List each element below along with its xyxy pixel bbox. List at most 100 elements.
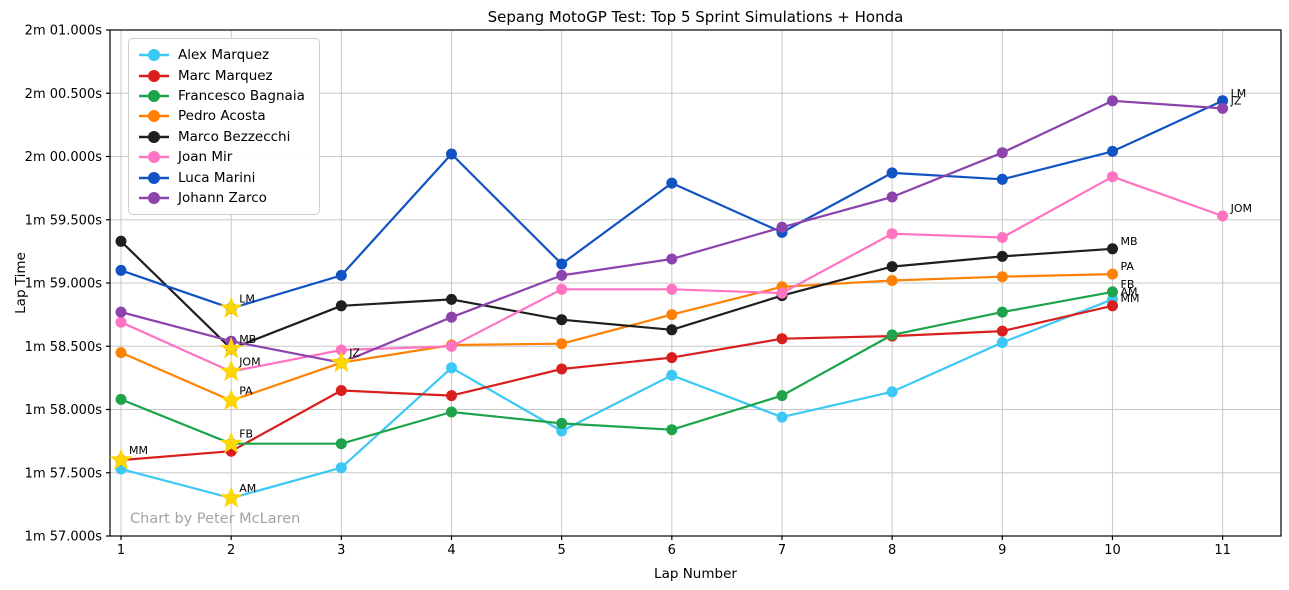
data-point-fb-lap5 bbox=[556, 417, 568, 429]
legend-label: Marc Marquez bbox=[178, 67, 273, 84]
data-point-am-lap6 bbox=[666, 369, 678, 381]
star-label-jz: JZ bbox=[348, 347, 360, 360]
data-point-fb-lap1 bbox=[115, 393, 127, 405]
legend-item-mm: Marc Marquez bbox=[137, 65, 305, 85]
data-point-am-lap4 bbox=[446, 362, 457, 374]
x-axis-label: Lap Number bbox=[654, 566, 737, 582]
end-label-mb: MB bbox=[1121, 235, 1138, 248]
data-point-jom-lap9 bbox=[996, 232, 1008, 243]
x-tick-label-11: 11 bbox=[1214, 543, 1231, 558]
y-tick-label: 2m 00.500s bbox=[25, 87, 103, 102]
data-point-jom-lap3 bbox=[335, 344, 347, 356]
y-tick-label: 2m 01.000s bbox=[25, 24, 103, 39]
data-point-mb-lap9 bbox=[996, 250, 1008, 262]
data-point-lm-lap9 bbox=[996, 173, 1008, 185]
legend-marker-lm bbox=[139, 171, 169, 184]
data-point-jz-lap6 bbox=[666, 253, 678, 265]
data-point-mm-lap10 bbox=[1107, 300, 1118, 312]
legend-dot bbox=[148, 151, 160, 164]
credit-annotation: Chart by Peter McLaren bbox=[130, 511, 301, 527]
data-point-jom-lap6 bbox=[666, 283, 678, 295]
data-point-jom-lap4 bbox=[446, 340, 457, 352]
legend-marker-mm bbox=[139, 69, 169, 82]
end-label-pa: PA bbox=[1121, 260, 1135, 273]
data-point-mb-lap10 bbox=[1107, 243, 1118, 255]
y-tick-label: 1m 59.000s bbox=[25, 277, 103, 292]
end-label-mm: MM bbox=[1121, 292, 1140, 305]
data-point-mb-lap5 bbox=[556, 314, 568, 326]
data-point-mm-lap5 bbox=[556, 363, 568, 375]
legend-marker-jom bbox=[139, 151, 169, 164]
legend-label: Francesco Bagnaia bbox=[178, 87, 305, 104]
data-point-lm-lap8 bbox=[886, 167, 898, 179]
data-point-mb-lap3 bbox=[335, 300, 347, 312]
legend-item-jz: Johann Zarco bbox=[137, 188, 305, 208]
data-point-mb-lap6 bbox=[666, 324, 678, 336]
series-line-mb bbox=[120, 240, 1113, 350]
x-tick-label-9: 9 bbox=[998, 543, 1006, 558]
data-point-am-lap7 bbox=[776, 411, 788, 423]
end-label-fb: FB bbox=[1121, 278, 1135, 291]
data-point-pa-lap5 bbox=[556, 338, 568, 350]
legend-item-mb: Marco Bezzecchi bbox=[137, 127, 305, 147]
star-label-jom: JOM bbox=[238, 356, 260, 369]
data-point-jz-lap7 bbox=[776, 221, 788, 233]
data-point-fb-lap4 bbox=[446, 406, 457, 418]
series-line-am bbox=[120, 298, 1113, 500]
data-point-mm-lap3 bbox=[335, 385, 347, 396]
data-point-jz-lap5 bbox=[556, 269, 568, 281]
y-tick-label: 1m 58.000s bbox=[25, 403, 103, 418]
legend-marker-fb bbox=[139, 89, 169, 102]
legend-dot bbox=[148, 89, 160, 102]
best-lap-star-mb bbox=[219, 336, 243, 359]
x-tick-label-6: 6 bbox=[668, 543, 676, 558]
data-point-am-lap3 bbox=[335, 462, 347, 474]
data-point-jom-lap7 bbox=[776, 287, 788, 299]
best-lap-star-mm bbox=[109, 448, 133, 470]
y-tick-label: 2m 00.000s bbox=[25, 150, 103, 165]
best-lap-star-lm bbox=[219, 296, 243, 319]
star-label-fb: FB bbox=[239, 428, 253, 441]
legend-dot bbox=[148, 130, 160, 143]
data-point-lm-lap4 bbox=[446, 148, 457, 160]
data-point-pa-lap9 bbox=[996, 271, 1008, 283]
star-label-mb: MB bbox=[239, 333, 256, 346]
data-point-jz-lap11 bbox=[1217, 102, 1229, 114]
data-point-pa-lap6 bbox=[666, 309, 678, 321]
data-point-jom-lap10 bbox=[1107, 171, 1118, 183]
y-tick-label: 1m 59.500s bbox=[25, 213, 103, 228]
data-point-jz-lap9 bbox=[996, 147, 1008, 159]
data-point-lm-lap1 bbox=[115, 264, 127, 276]
x-tick-label-2: 2 bbox=[227, 543, 235, 558]
data-point-mb-lap1 bbox=[115, 235, 127, 247]
data-point-jom-lap1 bbox=[115, 316, 127, 328]
data-point-mm-lap4 bbox=[446, 390, 457, 402]
legend-item-pa: Pedro Acosta bbox=[137, 106, 305, 126]
y-tick-label: 1m 57.000s bbox=[25, 530, 103, 545]
data-point-am-lap9 bbox=[996, 337, 1008, 348]
x-tick-label-10: 10 bbox=[1104, 543, 1121, 558]
star-label-mm: MM bbox=[129, 444, 148, 457]
data-point-fb-lap7 bbox=[776, 390, 788, 402]
end-label-jom: JOM bbox=[1230, 202, 1252, 215]
series-line-mm bbox=[120, 304, 1113, 462]
data-point-pa-lap1 bbox=[115, 347, 127, 359]
data-point-jom-lap11 bbox=[1217, 210, 1229, 222]
legend-item-am: Alex Marquez bbox=[137, 45, 305, 65]
best-lap-star-fb bbox=[219, 431, 243, 454]
data-point-fb-lap8 bbox=[886, 329, 898, 341]
data-point-jz-lap1 bbox=[115, 306, 127, 318]
legend-label: Marco Bezzecchi bbox=[178, 128, 291, 145]
legend-marker-mb bbox=[139, 130, 169, 143]
series-line-pa bbox=[120, 273, 1113, 402]
legend-dot bbox=[148, 110, 160, 123]
star-label-pa: PA bbox=[239, 385, 253, 398]
data-point-mm-lap7 bbox=[776, 333, 788, 345]
data-point-lm-lap10 bbox=[1107, 145, 1118, 157]
chart-title: Sepang MotoGP Test: Top 5 Sprint Simulat… bbox=[487, 8, 904, 26]
end-label-am: AM bbox=[1121, 285, 1138, 298]
x-tick-label-3: 3 bbox=[337, 543, 345, 558]
end-label-lm: LM bbox=[1231, 87, 1247, 100]
legend-item-lm: Luca Marini bbox=[137, 167, 305, 187]
data-point-lm-lap3 bbox=[335, 269, 347, 281]
